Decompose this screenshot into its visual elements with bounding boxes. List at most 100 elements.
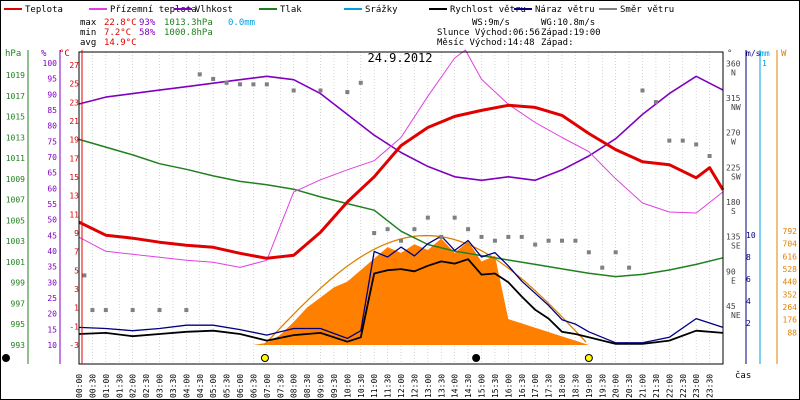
x-tick-label: 09:00 (317, 374, 326, 398)
x-tick-label: 05:30 (223, 374, 232, 398)
axis-tick-hpa: 995 (11, 320, 26, 329)
x-tick-label: 06:00 (236, 374, 245, 398)
axis-tick-ms: 6 (746, 275, 751, 284)
axis-tick-degc: 1 (74, 304, 79, 313)
axis-tick-pct: 15 (47, 325, 57, 334)
axis-tick-degc: -3 (69, 341, 79, 350)
legend-label: Přízemní teplota (110, 5, 197, 15)
wind-direction-point (573, 238, 578, 243)
axis-tick-pct: 90 (47, 90, 57, 99)
axis-tick-hpa: 993 (11, 341, 26, 350)
axis-tick-ms: 4 (746, 297, 751, 306)
wind-direction-point (211, 76, 216, 81)
wind-direction-point (653, 100, 658, 105)
axis-tick-pct: 80 (47, 122, 57, 131)
x-tick-label: 19:00 (585, 374, 594, 398)
legend-label: Vlhkost (195, 5, 233, 15)
axis-tick-dir: 180 (726, 198, 741, 207)
axis-label-degc: °C (59, 49, 70, 59)
solar-area (253, 238, 589, 345)
legend-label: Směr větru (620, 5, 674, 15)
x-tick-label: 17:30 (545, 374, 554, 398)
wind-direction-point (560, 238, 564, 243)
axis-tick-degc: 5 (74, 266, 79, 275)
axis-tick-dir: 135 (726, 233, 741, 242)
wind-direction-point (345, 90, 350, 95)
axis-tick-dir: 270 (726, 129, 741, 138)
wind-direction-point (412, 227, 417, 232)
axis-tick-dir-name: NW (731, 103, 741, 112)
axis-tick-dir-name: S (731, 207, 736, 216)
x-tick-label: 02:30 (142, 374, 151, 398)
axis-tick-hpa: 1001 (6, 258, 25, 267)
axis-tick-dir-name: NE (731, 311, 741, 320)
axis-label-hpa: hPa (5, 49, 21, 59)
wind-direction-point (640, 88, 645, 93)
legend-label: Rychlost větru (450, 5, 526, 15)
axis-tick-hpa: 1003 (6, 237, 25, 246)
wind-direction-point (157, 308, 162, 313)
axis-tick-dir: 360 (726, 59, 741, 68)
axis-tick-dir-name: N (731, 68, 736, 77)
wind-direction-point (452, 215, 457, 220)
x-tick-label: 03:00 (156, 374, 165, 398)
x-tick-label: 07:00 (263, 374, 272, 398)
axis-tick-degc: 11 (69, 210, 79, 219)
wind-direction-point (519, 234, 524, 239)
axis-tick-degc: 27 (69, 61, 79, 70)
axis-tick-dir-name: W (731, 138, 736, 147)
wind-direction-point (291, 88, 296, 93)
legend-label: Teplota (25, 5, 63, 15)
moonrise-marker (472, 354, 481, 362)
x-tick-label: 20:30 (625, 374, 634, 398)
axis-tick-w: 440 (783, 278, 798, 287)
x-tick-label: 12:30 (410, 374, 419, 398)
stat-pressure: 1013.3hPa (164, 18, 213, 28)
axis-tick-mm: 1 (762, 59, 767, 68)
wind-direction-point (707, 154, 712, 158)
wind-direction-point (197, 72, 202, 77)
axis-tick-hpa: 997 (11, 299, 26, 308)
axis-tick-w: 792 (783, 227, 798, 236)
wind-direction-point (680, 138, 685, 143)
axis-tick-hpa: 1017 (6, 92, 25, 101)
axis-tick-hpa: 1007 (6, 196, 25, 205)
sunrise-marker (260, 354, 269, 362)
axis-tick-w: 176 (783, 316, 798, 325)
axis-tick-ms: 2 (746, 319, 751, 328)
x-tick-label: 23:00 (692, 374, 701, 398)
x-tick-label: 07:30 (276, 374, 285, 398)
axis-tick-degc: 15 (69, 173, 79, 182)
wind-direction-point (600, 265, 605, 270)
axis-label-w: W (781, 49, 787, 59)
x-tick-label: 01:00 (102, 374, 111, 398)
x-tick-label: 21:00 (639, 374, 648, 398)
axis-tick-degc: 19 (69, 136, 79, 145)
sun-curve (263, 234, 587, 346)
stat-label: avg (80, 38, 96, 48)
info-sun: Slunce Východ:06:56 (437, 28, 540, 38)
x-tick-label: 10:30 (357, 374, 366, 398)
axis-tick-ms: 8 (746, 253, 751, 262)
wind-direction-point (238, 82, 242, 87)
x-tick-label: 21:30 (652, 374, 661, 398)
wind-direction-point (264, 82, 269, 87)
sunset-marker (584, 354, 593, 362)
wind-direction-point (184, 308, 189, 313)
x-tick-label: 03:30 (169, 374, 178, 398)
axis-tick-w: 352 (783, 290, 798, 299)
axis-tick-pct: 20 (47, 310, 57, 319)
x-tick-label: 16:00 (504, 374, 513, 398)
wind-direction-point (399, 238, 403, 243)
wind-direction-point (479, 234, 484, 239)
wind-direction-point (318, 88, 323, 93)
axis-label-ms: m/s (746, 49, 761, 58)
x-axis-label: čas (735, 370, 751, 381)
x-tick-label: 00:30 (88, 374, 97, 398)
info-moonset: Západ: (541, 38, 574, 48)
stat-humidity: 58% (139, 28, 156, 38)
plot-border (78, 51, 724, 365)
wind-direction-point (251, 82, 256, 87)
axis-tick-dir: 90 (726, 267, 736, 276)
x-tick-label: 14:30 (464, 374, 473, 398)
